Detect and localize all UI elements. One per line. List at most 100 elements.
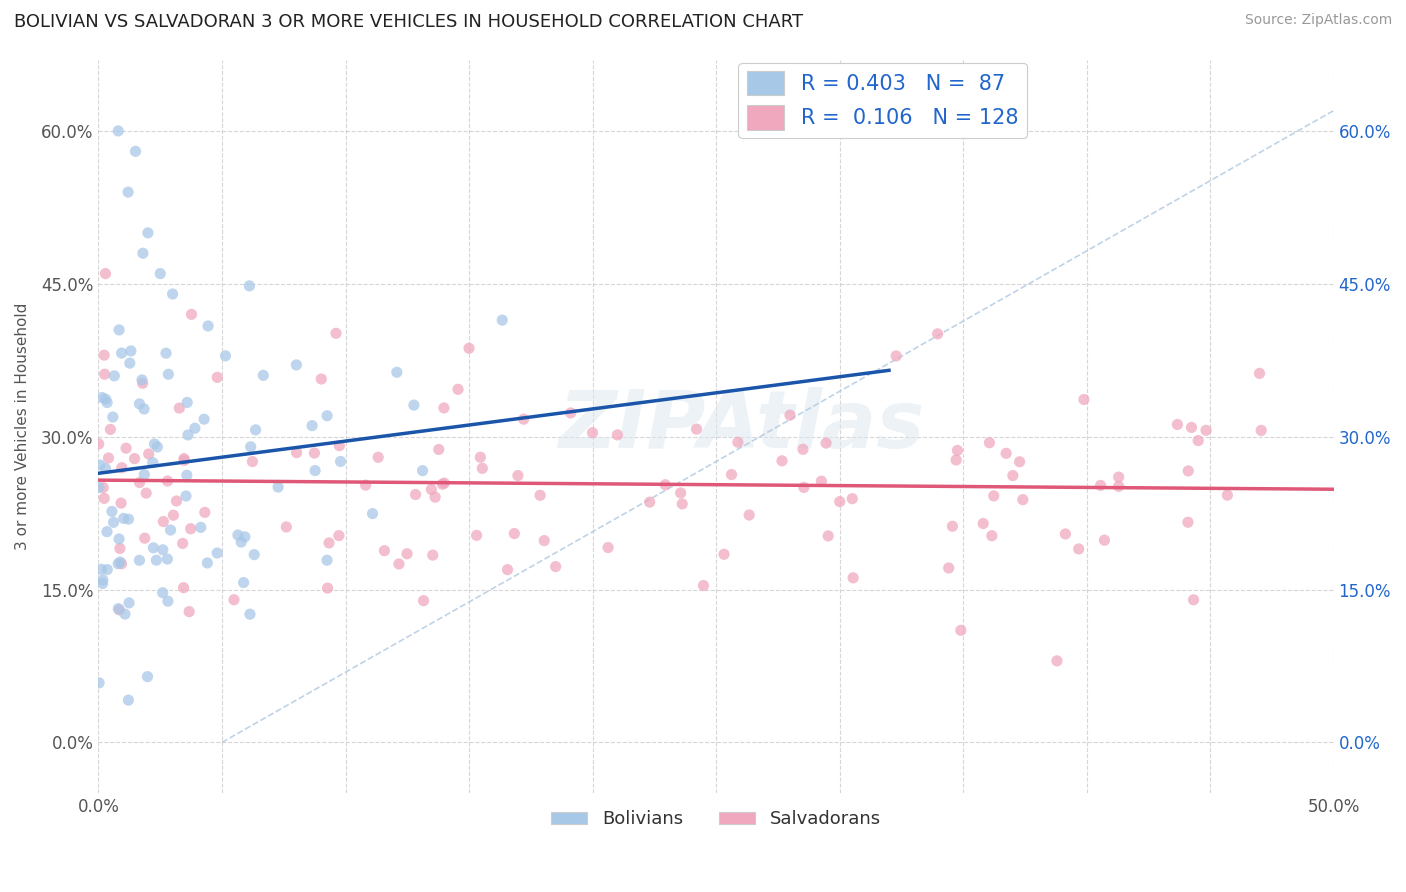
Point (533, 533, 555, 548)
Point (938, 561, 960, 575)
Point (156, 474, 179, 488)
Point (458, 341, 481, 355)
Point (402, 398, 425, 412)
Point (828, 494, 851, 508)
Point (1177, 464, 1199, 478)
Point (669, 486, 692, 500)
Point (111, 346, 134, 360)
Point (131, 376, 153, 391)
Point (685, 422, 707, 436)
Point (328, 528, 350, 542)
Point (276, 520, 298, 534)
Point (329, 454, 352, 468)
Point (242, 454, 264, 468)
Point (949, 624, 972, 638)
Point (770, 454, 793, 468)
Point (316, 553, 339, 567)
Point (159, 523, 181, 537)
Point (107, 601, 129, 615)
Point (1067, 541, 1090, 556)
Point (465, 528, 488, 542)
Point (143, 437, 166, 451)
Point (239, 440, 262, 454)
Point (93, 348, 115, 362)
Point (136, 226, 159, 240)
Point (96, 563, 118, 577)
Point (318, 536, 340, 550)
Point (692, 578, 714, 592)
Point (87, 676, 110, 690)
Point (87, 437, 110, 451)
Point (606, 428, 628, 442)
Point (1008, 455, 1031, 469)
Point (117, 693, 139, 707)
Point (1011, 492, 1033, 507)
Point (385, 365, 408, 379)
Point (179, 605, 201, 619)
Point (1108, 470, 1130, 484)
Point (285, 445, 308, 459)
Point (180, 307, 202, 321)
Point (162, 287, 184, 301)
Point (157, 368, 180, 382)
Point (238, 279, 260, 293)
Point (94, 267, 117, 281)
Point (138, 447, 160, 461)
Point (108, 541, 131, 556)
Point (101, 504, 124, 518)
Point (152, 515, 174, 529)
Point (155, 346, 177, 360)
Point (115, 441, 138, 455)
Point (232, 575, 254, 590)
Point (979, 435, 1001, 450)
Point (471, 461, 494, 475)
Point (433, 401, 456, 415)
Point (112, 511, 135, 525)
Point (720, 467, 742, 482)
Point (983, 489, 1005, 503)
Point (447, 382, 470, 396)
Point (779, 408, 801, 422)
Point (388, 557, 411, 571)
Point (1195, 423, 1218, 437)
Point (427, 442, 450, 457)
Point (423, 490, 446, 504)
Point (156, 594, 179, 608)
Point (316, 581, 339, 595)
Point (90, 562, 112, 576)
Point (101, 410, 124, 425)
Point (132, 246, 155, 260)
Point (110, 496, 132, 510)
Point (195, 556, 218, 570)
Point (1108, 479, 1130, 493)
Point (638, 495, 661, 509)
Point (252, 368, 274, 383)
Point (184, 421, 207, 435)
Point (173, 451, 195, 466)
Point (134, 531, 156, 545)
Point (142, 541, 165, 555)
Point (197, 318, 219, 333)
Point (103, 516, 125, 530)
Point (91, 576, 114, 591)
Point (100, 422, 122, 436)
Point (149, 267, 172, 281)
Point (111, 460, 134, 475)
Point (87, 481, 110, 495)
Point (231, 535, 253, 549)
Point (136, 670, 159, 684)
Point (91, 573, 114, 587)
Point (110, 557, 132, 571)
Point (581, 425, 603, 440)
Point (108, 532, 131, 546)
Point (325, 326, 347, 341)
Point (596, 541, 619, 555)
Point (107, 557, 129, 571)
Point (172, 536, 194, 550)
Point (738, 508, 761, 522)
Point (128, 397, 150, 411)
Point (373, 543, 395, 558)
Point (433, 476, 456, 491)
Point (97, 450, 120, 465)
Point (239, 607, 262, 622)
